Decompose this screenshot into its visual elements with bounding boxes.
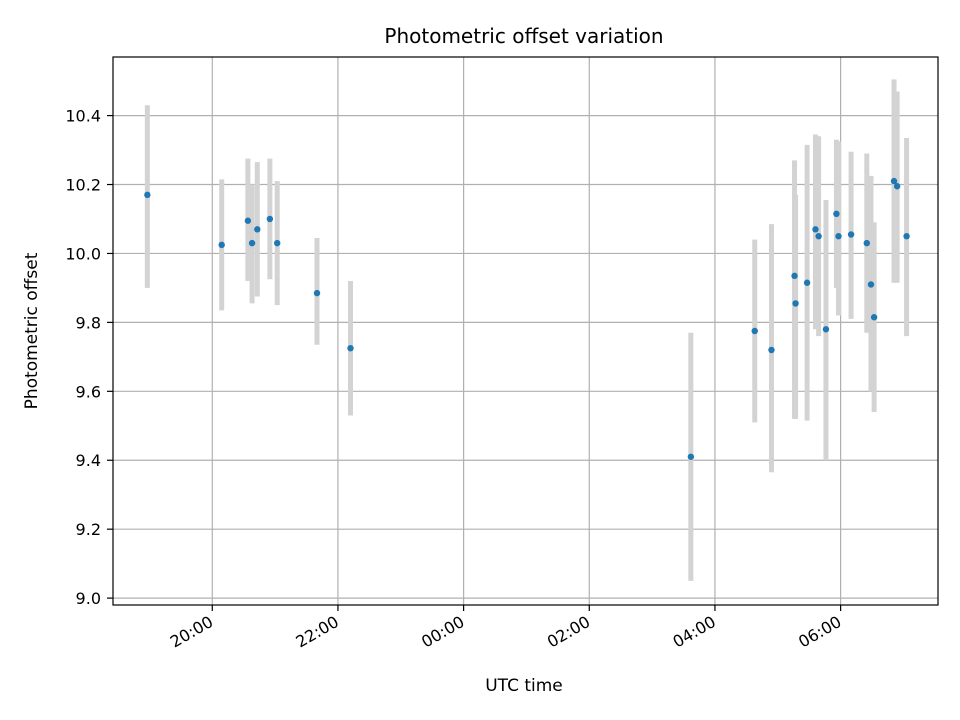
data-point bbox=[791, 272, 798, 280]
data-point bbox=[890, 177, 898, 185]
y-tick-label: 9.2 bbox=[76, 520, 101, 539]
chart-title: Photometric offset variation bbox=[384, 24, 663, 48]
y-tick-label: 10.4 bbox=[65, 107, 101, 126]
data-point bbox=[751, 327, 758, 335]
data-point bbox=[835, 233, 842, 240]
data-point bbox=[867, 281, 875, 288]
data-point bbox=[903, 233, 910, 240]
data-point bbox=[870, 314, 878, 321]
data-point bbox=[893, 183, 901, 190]
plot-area bbox=[113, 57, 938, 605]
data-point bbox=[812, 226, 819, 233]
data-point bbox=[218, 241, 225, 249]
y-tick-label: 9.4 bbox=[76, 451, 101, 470]
y-tick-label: 10.2 bbox=[65, 176, 101, 195]
y-tick-label: 10.0 bbox=[65, 244, 101, 263]
y-tick-label: 9.8 bbox=[76, 313, 101, 332]
y-axis-label: Photometric offset bbox=[22, 252, 42, 409]
data-point bbox=[274, 239, 281, 247]
y-tick-label: 9.0 bbox=[76, 589, 101, 608]
data-point bbox=[313, 289, 321, 297]
data-point bbox=[768, 346, 775, 354]
data-point bbox=[687, 453, 695, 460]
data-point bbox=[792, 300, 799, 307]
data-point bbox=[833, 210, 840, 218]
x-axis-label: UTC time bbox=[485, 676, 563, 696]
data-point bbox=[254, 226, 261, 233]
data-point bbox=[244, 217, 252, 224]
plot-frame bbox=[112, 56, 939, 606]
data-point bbox=[822, 326, 830, 333]
data-points bbox=[144, 177, 910, 460]
data-point bbox=[815, 233, 822, 240]
data-point bbox=[347, 345, 354, 352]
data-point bbox=[847, 231, 855, 238]
data-point bbox=[144, 191, 151, 199]
data-point bbox=[248, 239, 256, 247]
data-point bbox=[803, 279, 811, 286]
data-point bbox=[266, 215, 274, 223]
y-axis-ticks: 9.0 9.2 9.4 9.6 9.8 10.0 10.2 10.4 bbox=[65, 107, 113, 608]
y-tick-label: 9.6 bbox=[76, 382, 101, 401]
x-axis-ticks: 20:00 22:00 00:00 02:00 04:00 06:00 bbox=[167, 605, 845, 652]
data-point bbox=[863, 239, 870, 247]
